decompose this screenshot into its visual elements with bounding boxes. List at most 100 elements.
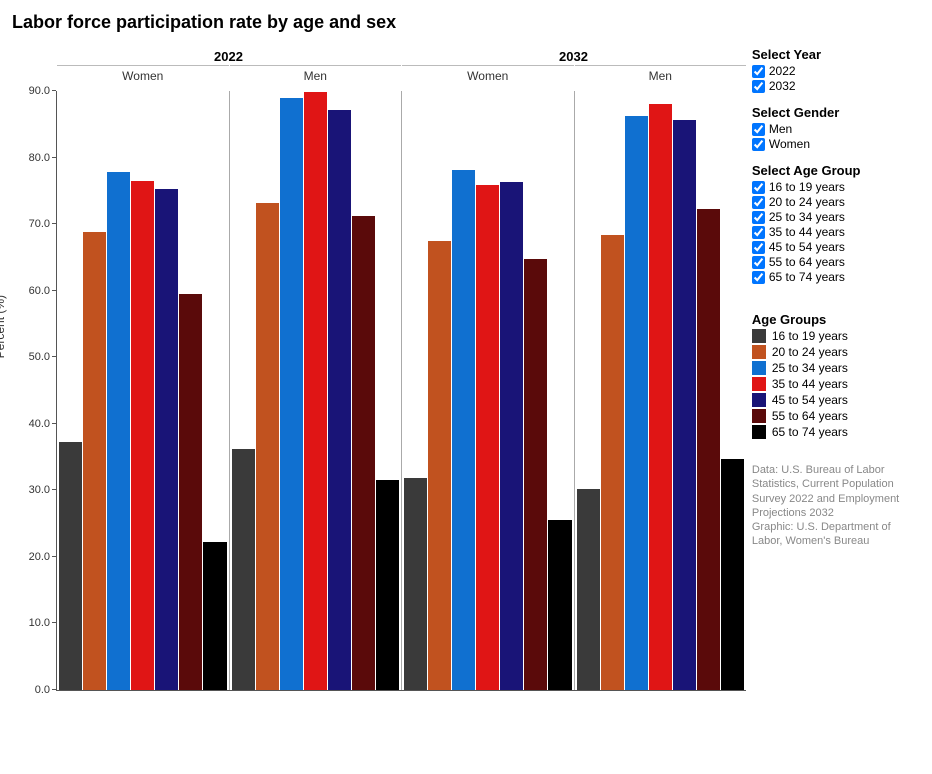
legend-item: 35 to 44 years [752,377,920,391]
bar [452,170,475,690]
chart-plot: 0.010.020.030.040.050.060.070.080.090.0W… [56,91,746,691]
year-label: 2032 [769,79,796,93]
group-divider-rule [575,65,747,66]
legend-swatch [752,393,766,407]
year-checkbox[interactable] [752,80,765,93]
gender-option[interactable]: Men [752,122,920,136]
bar [500,182,523,690]
bar [697,209,720,690]
group-divider-rule [230,65,402,66]
bar [601,235,624,690]
legend-swatch [752,329,766,343]
legend-heading: Age Groups [752,312,920,327]
bar [352,216,375,690]
age-label: 35 to 44 years [769,225,845,239]
age-label: 25 to 34 years [769,210,845,224]
bar [232,449,255,690]
bar [548,520,571,690]
age-label: 20 to 24 years [769,195,845,209]
gender-checkbox[interactable] [752,138,765,151]
age-checkbox[interactable] [752,256,765,269]
select-gender-heading: Select Gender [752,105,920,120]
bars-container [230,91,402,690]
y-axis-label: Percent (%) [0,295,7,358]
y-tick-label: 40.0 [29,418,56,430]
bar-group: Women2032 [401,91,574,690]
y-tick-label: 10.0 [29,617,56,629]
legend-label: 45 to 54 years [772,393,848,407]
age-label: 45 to 54 years [769,240,845,254]
bar [721,459,744,690]
bar [304,92,327,690]
gender-label: Men [230,69,402,83]
bars-container [575,91,747,690]
legend-item: 45 to 54 years [752,393,920,407]
legend-label: 55 to 64 years [772,409,848,423]
age-checkbox[interactable] [752,211,765,224]
age-checkbox[interactable] [752,241,765,254]
gender-label: Men [769,122,792,136]
bar [256,203,279,690]
age-option[interactable]: 35 to 44 years [752,225,920,239]
age-option[interactable]: 25 to 34 years [752,210,920,224]
page-title: Labor force participation rate by age an… [12,12,920,33]
bar [280,98,303,690]
bar [83,232,106,690]
bar [179,294,202,690]
bar-group: Men [229,91,402,690]
legend: 16 to 19 years 20 to 24 years 25 to 34 yea… [752,329,920,439]
bar [524,259,547,690]
select-year-heading: Select Year [752,47,920,62]
age-checkbox[interactable] [752,226,765,239]
age-checkbox[interactable] [752,196,765,209]
age-option[interactable]: 45 to 54 years [752,240,920,254]
data-source-footnote: Data: U.S. Bureau of Labor Statistics, C… [752,463,920,549]
legend-item: 65 to 74 years [752,425,920,439]
legend-label: 20 to 24 years [772,345,848,359]
main-container: Percent (%) 0.010.020.030.040.050.060.07… [12,43,920,723]
y-tick-label: 0.0 [35,684,56,696]
select-age-heading: Select Age Group [752,163,920,178]
y-tick-label: 90.0 [29,85,56,97]
group-divider-rule [402,65,574,66]
age-option[interactable]: 55 to 64 years [752,255,920,269]
bar [155,189,178,690]
y-tick-label: 80.0 [29,152,56,164]
gender-label: Women [57,69,229,83]
age-label: 65 to 74 years [769,270,845,284]
age-checkbox[interactable] [752,181,765,194]
age-option[interactable]: 20 to 24 years [752,195,920,209]
bars-container [57,91,229,690]
legend-item: 20 to 24 years [752,345,920,359]
legend-swatch [752,425,766,439]
year-label: 2022 [769,64,796,78]
bar [476,185,499,690]
bars-container [402,91,574,690]
age-checkbox[interactable] [752,271,765,284]
bar [428,241,451,690]
legend-swatch [752,361,766,375]
bar [649,104,672,690]
legend-label: 65 to 74 years [772,425,848,439]
gender-label: Women [402,69,574,83]
age-option[interactable]: 16 to 19 years [752,180,920,194]
bar [577,489,600,690]
age-option[interactable]: 65 to 74 years [752,270,920,284]
year-label: 2032 [402,49,745,64]
year-option[interactable]: 2032 [752,79,920,93]
year-checkbox[interactable] [752,65,765,78]
gender-label: Women [769,137,810,151]
sidebar: Select Year 20222032 Select Gender MenWo… [752,43,920,723]
gender-checkbox[interactable] [752,123,765,136]
year-option[interactable]: 2022 [752,64,920,78]
bar [131,181,154,690]
legend-label: 16 to 19 years [772,329,848,343]
legend-label: 25 to 34 years [772,361,848,375]
legend-swatch [752,345,766,359]
age-label: 55 to 64 years [769,255,845,269]
bar [625,116,648,690]
bar [59,442,82,690]
y-tick-label: 50.0 [29,351,56,363]
gender-option[interactable]: Women [752,137,920,151]
bar [404,478,427,690]
